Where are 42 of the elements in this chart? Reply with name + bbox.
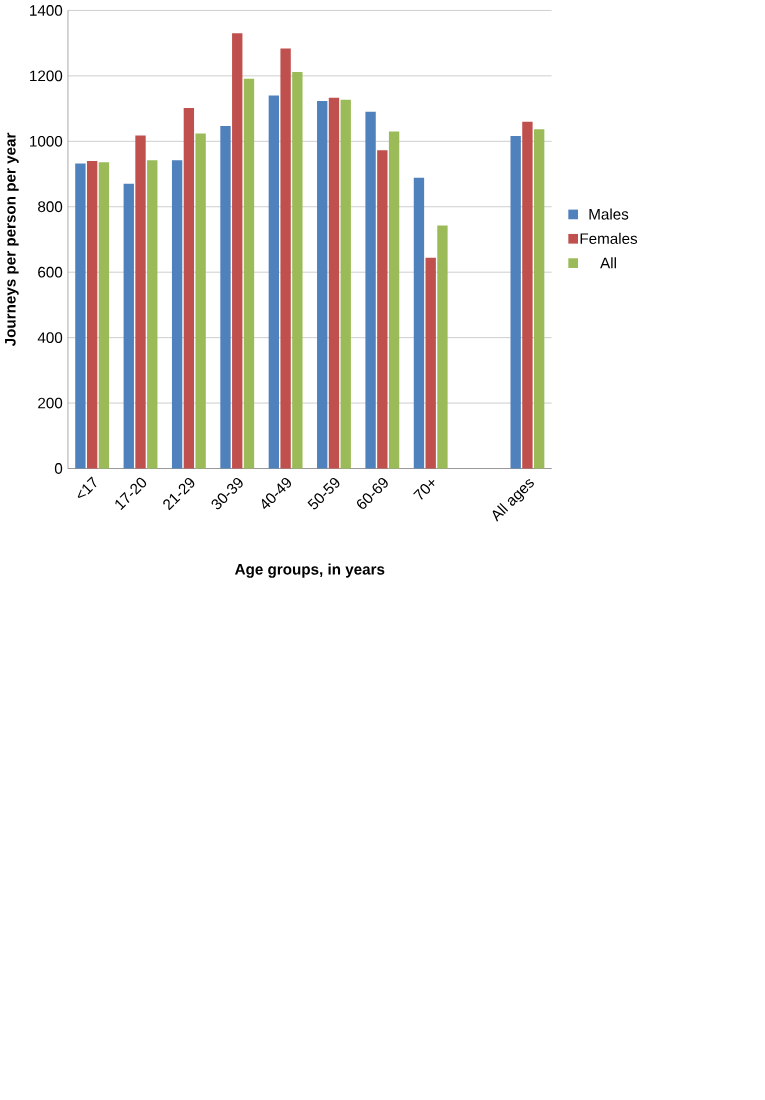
y-axis-title: Journeys per person per year — [5, 132, 19, 347]
bar — [365, 111, 376, 469]
bar — [316, 101, 328, 469]
x-tick-label: 70+ — [413, 479, 435, 500]
bar — [98, 162, 110, 469]
y-tick-label: 1000 — [30, 135, 63, 147]
y-tick-label: 800 — [38, 201, 63, 213]
y-tick-label: 1400 — [30, 5, 63, 16]
bar — [280, 48, 291, 469]
y-tick-label: 0 — [54, 463, 63, 474]
x-axis-title: Age groups, in years — [234, 563, 385, 578]
bar — [425, 257, 436, 469]
bar — [388, 131, 400, 469]
bar — [413, 177, 425, 469]
y-tick-label: 400 — [37, 332, 63, 344]
bar — [437, 225, 448, 469]
bar — [183, 107, 195, 469]
bar — [510, 136, 521, 469]
y-tick-label: 1200 — [30, 70, 63, 82]
legend-label: All — [600, 257, 616, 269]
bar — [340, 99, 351, 469]
bar — [533, 129, 545, 469]
y-tick-label: 200 — [38, 397, 63, 409]
bar — [377, 150, 388, 469]
bar — [268, 95, 279, 469]
bar — [232, 33, 243, 469]
bar — [75, 163, 86, 469]
y-tick-label: 600 — [38, 266, 63, 278]
x-tick-label: <17 — [77, 476, 97, 498]
bar — [171, 160, 183, 469]
bar — [243, 78, 255, 469]
bar — [147, 160, 158, 469]
legend-label: Males — [589, 208, 629, 220]
bar — [195, 133, 206, 469]
bar — [123, 183, 134, 469]
bar — [328, 97, 340, 469]
bar — [292, 71, 303, 469]
bar — [135, 135, 146, 469]
legend-label: Females — [580, 232, 638, 244]
bar — [220, 125, 231, 469]
bar — [522, 121, 533, 469]
bar — [86, 160, 98, 469]
